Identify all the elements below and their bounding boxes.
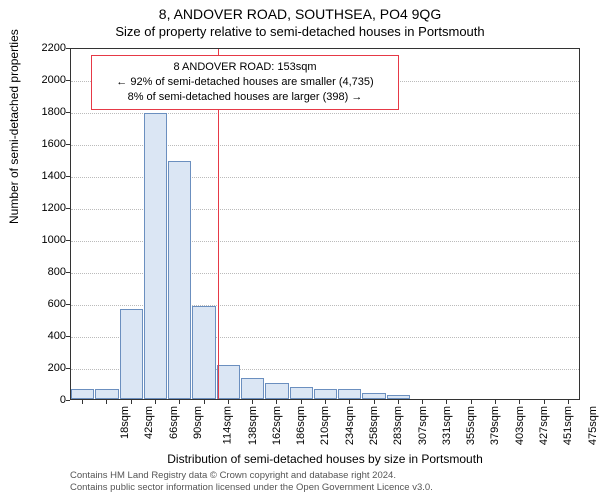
- x-tick-label: 283sqm: [392, 406, 404, 445]
- histogram-bar: [290, 387, 313, 399]
- histogram-bar: [314, 389, 337, 399]
- x-tick-mark: [276, 400, 277, 404]
- y-tick-mark: [66, 176, 70, 177]
- y-tick-mark: [66, 400, 70, 401]
- y-tick-label: 2200: [20, 42, 66, 54]
- histogram-bar: [95, 389, 118, 399]
- histogram-bar: [192, 306, 215, 399]
- x-tick-mark: [82, 400, 83, 404]
- x-tick-label: 66sqm: [168, 406, 180, 439]
- histogram-bar: [265, 383, 288, 399]
- y-tick-label: 600: [20, 298, 66, 310]
- y-tick-label: 0: [20, 394, 66, 406]
- footer-line2: Contains public sector information licen…: [70, 482, 580, 494]
- y-tick-label: 1600: [20, 138, 66, 150]
- x-tick-label: 186sqm: [295, 406, 307, 445]
- x-tick-label: 18sqm: [119, 406, 131, 439]
- x-tick-mark: [106, 400, 107, 404]
- x-tick-mark: [495, 400, 496, 404]
- x-tick-mark: [204, 400, 205, 404]
- annotation-line3: 8% of semi-detached houses are larger (3…: [100, 90, 390, 105]
- y-tick-label: 1000: [20, 234, 66, 246]
- y-tick-mark: [66, 208, 70, 209]
- y-tick-mark: [66, 304, 70, 305]
- x-tick-label: 210sqm: [320, 406, 332, 445]
- histogram-bar: [168, 161, 191, 399]
- annotation-line2: ← 92% of semi-detached houses are smalle…: [100, 75, 390, 90]
- y-tick-label: 2000: [20, 74, 66, 86]
- x-tick-label: 427sqm: [538, 406, 550, 445]
- x-tick-label: 90sqm: [192, 406, 204, 439]
- x-tick-label: 234sqm: [344, 406, 356, 445]
- x-tick-label: 355sqm: [465, 406, 477, 445]
- y-tick-label: 1800: [20, 106, 66, 118]
- x-tick-mark: [374, 400, 375, 404]
- y-tick-mark: [66, 240, 70, 241]
- x-tick-label: 307sqm: [417, 406, 429, 445]
- footer-attribution: Contains HM Land Registry data © Crown c…: [70, 470, 580, 494]
- histogram-bar: [241, 378, 264, 399]
- x-tick-label: 379sqm: [490, 406, 502, 445]
- y-axis-label: Number of semi-detached properties: [7, 29, 21, 224]
- y-tick-label: 1400: [20, 170, 66, 182]
- chart-subtitle: Size of property relative to semi-detach…: [0, 24, 600, 39]
- histogram-chart: 8, ANDOVER ROAD, SOUTHSEA, PO4 9QG Size …: [0, 0, 600, 500]
- histogram-bar: [217, 365, 240, 399]
- x-tick-mark: [471, 400, 472, 404]
- x-tick-label: 403sqm: [514, 406, 526, 445]
- y-tick-label: 1200: [20, 202, 66, 214]
- x-tick-label: 258sqm: [368, 406, 380, 445]
- y-tick-label: 800: [20, 266, 66, 278]
- histogram-bar: [362, 393, 385, 399]
- x-axis-label: Distribution of semi-detached houses by …: [70, 452, 580, 466]
- x-tick-mark: [228, 400, 229, 404]
- y-tick-mark: [66, 112, 70, 113]
- plot-area: 8 ANDOVER ROAD: 153sqm ← 92% of semi-det…: [70, 48, 580, 400]
- x-tick-mark: [179, 400, 180, 404]
- footer-line1: Contains HM Land Registry data © Crown c…: [70, 470, 580, 482]
- x-tick-label: 451sqm: [562, 406, 574, 445]
- x-tick-mark: [301, 400, 302, 404]
- y-tick-mark: [66, 144, 70, 145]
- x-tick-mark: [325, 400, 326, 404]
- annotation-box: 8 ANDOVER ROAD: 153sqm ← 92% of semi-det…: [91, 55, 399, 110]
- x-tick-label: 475sqm: [587, 406, 599, 445]
- x-tick-label: 114sqm: [222, 406, 234, 444]
- x-tick-mark: [349, 400, 350, 404]
- x-tick-label: 162sqm: [271, 406, 283, 445]
- x-tick-mark: [568, 400, 569, 404]
- x-tick-mark: [252, 400, 253, 404]
- histogram-bar: [144, 113, 167, 399]
- x-tick-label: 138sqm: [247, 406, 259, 445]
- x-tick-label: 42sqm: [143, 406, 155, 439]
- annotation-line1: 8 ANDOVER ROAD: 153sqm: [100, 60, 390, 75]
- y-tick-mark: [66, 80, 70, 81]
- histogram-bar: [71, 389, 94, 399]
- y-tick-mark: [66, 368, 70, 369]
- x-tick-mark: [422, 400, 423, 404]
- y-tick-mark: [66, 272, 70, 273]
- histogram-bar: [387, 395, 410, 399]
- y-tick-label: 400: [20, 330, 66, 342]
- x-tick-mark: [519, 400, 520, 404]
- histogram-bar: [120, 309, 143, 399]
- histogram-bar: [338, 389, 361, 399]
- y-tick-mark: [66, 336, 70, 337]
- x-tick-mark: [544, 400, 545, 404]
- chart-title: 8, ANDOVER ROAD, SOUTHSEA, PO4 9QG: [0, 6, 600, 22]
- x-tick-label: 331sqm: [441, 406, 453, 445]
- x-tick-mark: [131, 400, 132, 404]
- x-tick-mark: [446, 400, 447, 404]
- x-tick-mark: [155, 400, 156, 404]
- y-tick-mark: [66, 48, 70, 49]
- y-tick-label: 200: [20, 362, 66, 374]
- x-tick-mark: [398, 400, 399, 404]
